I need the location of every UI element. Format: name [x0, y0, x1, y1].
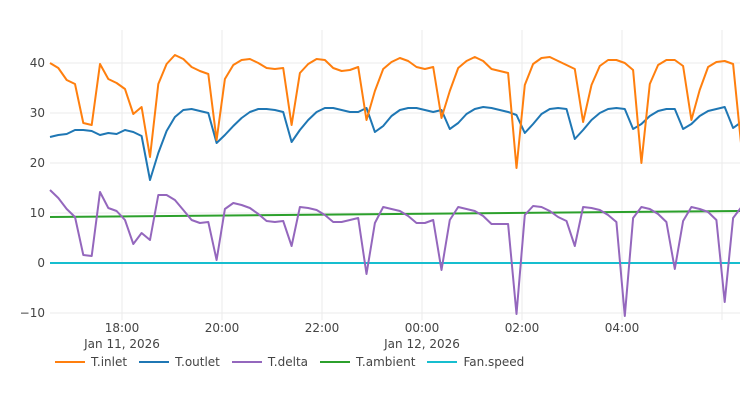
- legend-label: T.outlet: [175, 355, 220, 369]
- legend-item-fan-speed[interactable]: Fan.speed: [427, 355, 524, 369]
- x-axis: 18:00 20:00 22:00 00:00 02:00 04:00 Jan 11, 20…: [83, 321, 639, 351]
- grid-lines: [50, 30, 740, 320]
- legend-swatch-icon: [320, 361, 351, 363]
- legend-label: T.delta: [267, 355, 309, 369]
- x-tick-label: 18:00: [105, 321, 140, 335]
- y-tick-label: 10: [30, 206, 45, 220]
- legend-item-t-delta[interactable]: T.delta: [231, 355, 309, 369]
- x-tick-label: 20:00: [205, 321, 240, 335]
- x-tick-label: 22:00: [305, 321, 340, 335]
- series-line-t-ambient[interactable]: [49, 210, 740, 218]
- legend-swatch-icon: [427, 361, 458, 363]
- series-line-t-inlet[interactable]: [49, 54, 740, 169]
- legend: T.inlet T.outlet T.delta T.ambient Fan.s…: [55, 355, 524, 369]
- legend-swatch-icon: [139, 361, 170, 363]
- legend-item-t-ambient[interactable]: T.ambient: [320, 355, 415, 369]
- x-date-label: Jan 11, 2026: [83, 337, 160, 351]
- y-tick-label: −10: [20, 306, 45, 320]
- legend-swatch-icon: [55, 361, 85, 363]
- y-axis: −10 0 10 20 30 40: [20, 56, 45, 320]
- y-tick-label: 20: [30, 156, 45, 170]
- plot-area[interactable]: [49, 54, 740, 317]
- legend-label: Fan.speed: [463, 355, 525, 369]
- y-tick-label: 30: [30, 106, 45, 120]
- y-tick-label: 0: [37, 256, 45, 270]
- x-date-label: Jan 12, 2026: [383, 337, 460, 351]
- legend-swatch-icon: [231, 361, 262, 363]
- x-tick-label: 00:00: [405, 321, 440, 335]
- x-tick-label: 04:00: [605, 321, 640, 335]
- legend-label: T.inlet: [91, 355, 128, 369]
- series-line-t-delta[interactable]: [49, 189, 740, 317]
- series-line-t-outlet[interactable]: [49, 106, 740, 181]
- legend-item-t-outlet[interactable]: T.outlet: [139, 355, 220, 369]
- legend-label: T.ambient: [356, 355, 416, 369]
- y-tick-label: 40: [30, 56, 45, 70]
- x-tick-label: 02:00: [505, 321, 540, 335]
- legend-item-t-inlet[interactable]: T.inlet: [55, 355, 127, 369]
